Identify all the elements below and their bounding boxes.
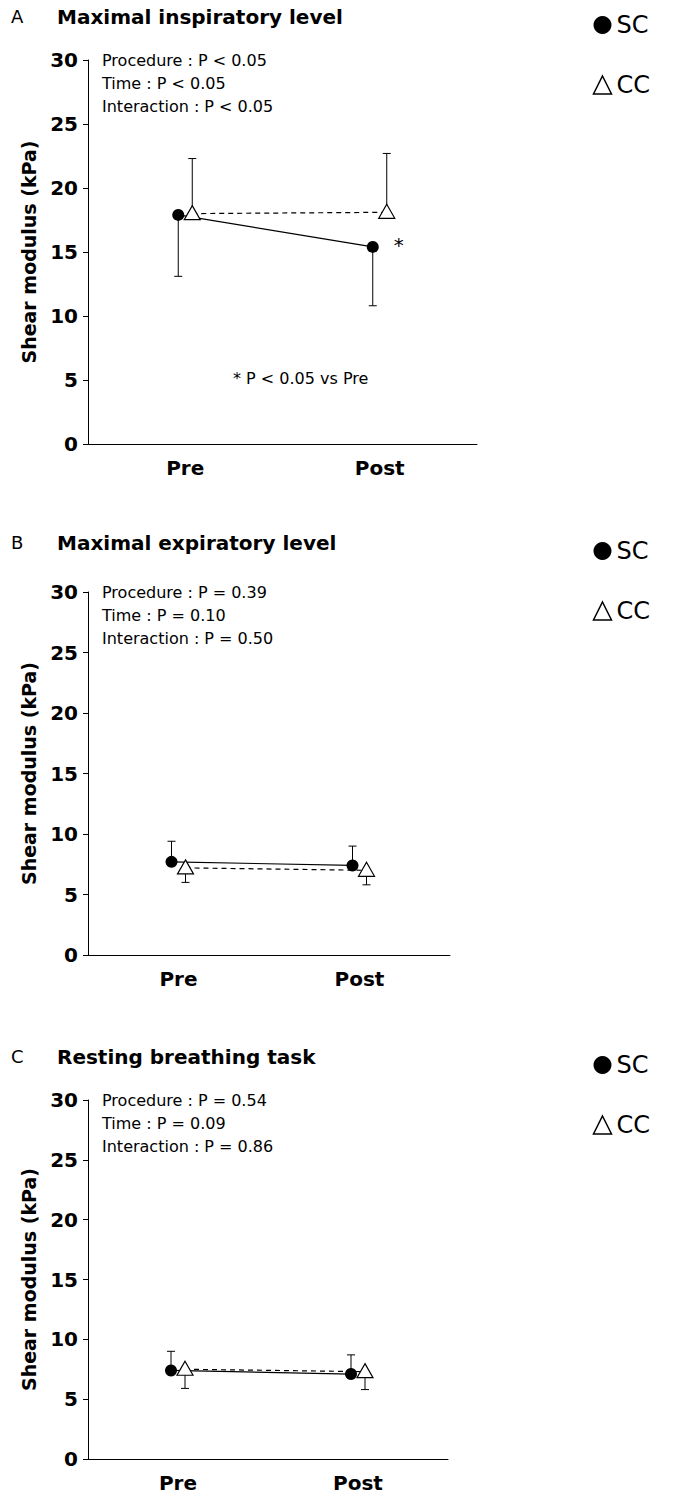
svg-text:25: 25: [50, 1148, 78, 1172]
svg-text:B: B: [11, 532, 23, 553]
svg-text:Maximal expiratory level: Maximal expiratory level: [57, 531, 336, 555]
svg-text:Procedure : P = 0.39: Procedure : P = 0.39: [102, 583, 267, 602]
svg-text:SC: SC: [616, 1051, 648, 1079]
svg-text:30: 30: [50, 48, 78, 72]
svg-text:SC: SC: [616, 11, 648, 39]
svg-text:5: 5: [64, 1387, 78, 1411]
svg-text:Pre: Pre: [159, 967, 197, 991]
svg-text:CC: CC: [616, 597, 650, 625]
svg-text:Time : P < 0.05: Time : P < 0.05: [101, 74, 226, 93]
svg-text:CC: CC: [616, 1111, 650, 1139]
svg-text:15: 15: [50, 1268, 78, 1292]
svg-text:25: 25: [50, 112, 78, 136]
svg-text:30: 30: [50, 580, 78, 604]
svg-text:Time : P = 0.10: Time : P = 0.10: [101, 606, 226, 625]
svg-text:Maximal inspiratory level: Maximal inspiratory level: [57, 5, 343, 29]
svg-text:5: 5: [64, 883, 78, 907]
svg-text:Interaction : P = 0.50: Interaction : P = 0.50: [102, 629, 273, 648]
svg-text:15: 15: [50, 762, 78, 786]
svg-text:* P < 0.05 vs Pre: * P < 0.05 vs Pre: [233, 369, 368, 388]
svg-text:Post: Post: [355, 456, 405, 480]
svg-text:Pre: Pre: [166, 456, 204, 480]
svg-text:Post: Post: [333, 1471, 383, 1493]
svg-text:Time : P = 0.09: Time : P = 0.09: [101, 1114, 226, 1133]
svg-text:Resting breathing task: Resting breathing task: [57, 1045, 316, 1069]
svg-text:20: 20: [50, 1208, 78, 1232]
svg-text:Procedure : P < 0.05: Procedure : P < 0.05: [102, 51, 267, 70]
svg-text:20: 20: [50, 176, 78, 200]
svg-text:20: 20: [50, 701, 78, 725]
svg-text:25: 25: [50, 641, 78, 665]
svg-text:Procedure : P = 0.54: Procedure : P = 0.54: [102, 1091, 267, 1110]
svg-text:0: 0: [64, 432, 78, 456]
svg-text:10: 10: [50, 822, 78, 846]
svg-text:CC: CC: [616, 71, 650, 99]
svg-text:Post: Post: [335, 967, 385, 991]
svg-text:Shear modulus (kPa): Shear modulus (kPa): [18, 1168, 40, 1391]
svg-text:Interaction : P < 0.05: Interaction : P < 0.05: [102, 97, 273, 116]
svg-text:SC: SC: [616, 537, 648, 565]
svg-text:10: 10: [50, 304, 78, 328]
svg-text:0: 0: [64, 1447, 78, 1471]
svg-text:10: 10: [50, 1327, 78, 1351]
svg-text:C: C: [11, 1046, 24, 1067]
svg-text:Pre: Pre: [159, 1471, 197, 1493]
svg-text:30: 30: [50, 1088, 78, 1112]
svg-text:0: 0: [64, 943, 78, 967]
svg-text:Shear modulus (kPa): Shear modulus (kPa): [18, 662, 40, 885]
svg-text:Interaction : P = 0.86: Interaction : P = 0.86: [102, 1137, 273, 1156]
svg-text:Shear modulus (kPa): Shear modulus (kPa): [18, 140, 40, 363]
svg-text:5: 5: [64, 368, 78, 392]
svg-text:*: *: [394, 233, 404, 257]
svg-text:A: A: [11, 6, 24, 27]
svg-text:15: 15: [50, 240, 78, 264]
